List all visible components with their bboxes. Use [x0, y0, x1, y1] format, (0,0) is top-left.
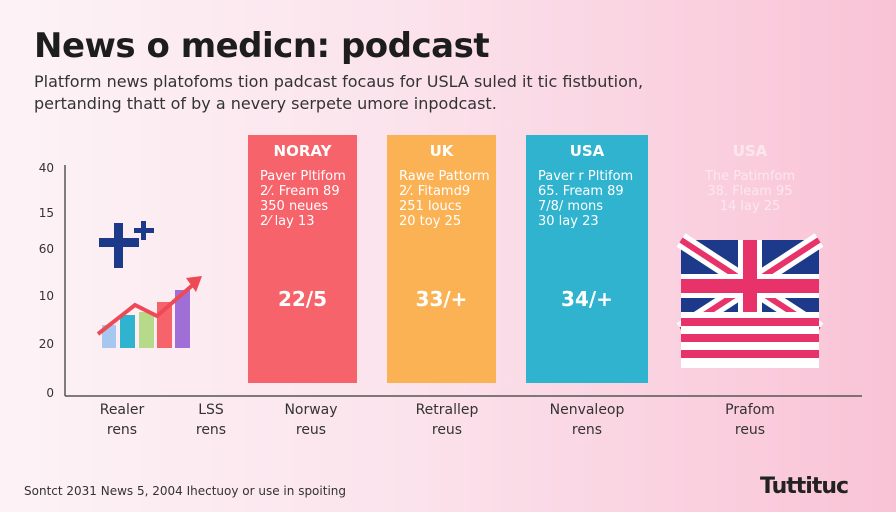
panel-line: Rawe Pattorm	[399, 169, 490, 184]
panel-line: 38. Fleam 95	[707, 184, 793, 199]
axis-label: 10	[38, 289, 54, 303]
panel-line: 2⁄ lay 13	[260, 214, 315, 229]
column-label: Nenvaleop	[549, 402, 625, 418]
panel-heading: USA	[569, 142, 605, 160]
panel-heading: UK	[429, 142, 454, 160]
column-label: Norway	[284, 402, 338, 418]
panel-value: 34/+	[561, 287, 613, 311]
panel-value: 22/5	[277, 287, 328, 311]
axis-label: 60	[38, 242, 54, 256]
panel-line: 65. Fream 89	[538, 184, 624, 199]
column-label: Retrallep	[415, 402, 479, 418]
panel: USA Paver r Pltifom 65. Fream 89 7/8/ mons 3…	[526, 135, 648, 383]
column-label: reus	[295, 422, 327, 438]
title: News o medicn: podcast	[34, 26, 490, 66]
panel-line: 20 toy 25	[399, 214, 462, 229]
panel-line: Paver r Pltifom	[538, 169, 634, 184]
column-label: Prafom	[725, 402, 775, 418]
panel-line: 14 lay 25	[719, 199, 781, 214]
panel-line: 30 lay 23	[538, 214, 599, 229]
axis-label: 15	[38, 206, 54, 220]
axis-label: 0	[46, 386, 54, 400]
column-label: Realer	[99, 402, 145, 418]
panel-line: 2⁄. Fream 89	[260, 184, 340, 199]
panel-heading: NORAY	[273, 142, 332, 160]
subtitle: Platform news platofoms tion padcast foc…	[34, 72, 644, 91]
panel: UK Rawe Pattorm 2⁄. Fitamd9 251 loucs 20 toy…	[387, 135, 496, 383]
column-label: rens	[571, 422, 603, 438]
column-label: reus	[734, 422, 766, 438]
panel-value: 33/+	[415, 287, 468, 311]
column-label: rens	[106, 422, 138, 438]
column-label: reus	[431, 422, 463, 438]
bar-icon	[96, 276, 202, 348]
panel-line: 350 neues	[260, 199, 329, 214]
panel-line: 2⁄. Fitamd9	[399, 184, 471, 199]
plus-icon	[99, 221, 154, 268]
panel: USA The Patimfom 38. Fleam 95 14 lay 25	[690, 135, 810, 383]
panel-line: 7/8/ mons	[538, 199, 604, 214]
logo: Tuttituc	[760, 474, 849, 499]
panel-line: Paver Pltifom	[260, 169, 346, 184]
panel: NORAY Paver Pltifom 2⁄. Fream 89 350 neues 2…	[248, 135, 357, 383]
panel-line: The Patimfom	[704, 169, 796, 184]
panel-heading: USA	[732, 142, 768, 160]
column-label: rens	[195, 422, 227, 438]
source: Sontct 2031 News 5, 2004 Ihectuoy or use…	[24, 484, 346, 498]
subtitle: pertanding thatt of by a nevery serpete …	[34, 94, 497, 113]
uk-flag	[676, 233, 824, 368]
axis-label: 20	[38, 337, 54, 351]
axis-label: 40	[38, 161, 54, 175]
column-label: LSS	[198, 402, 224, 418]
panel-line: 251 loucs	[399, 199, 462, 214]
